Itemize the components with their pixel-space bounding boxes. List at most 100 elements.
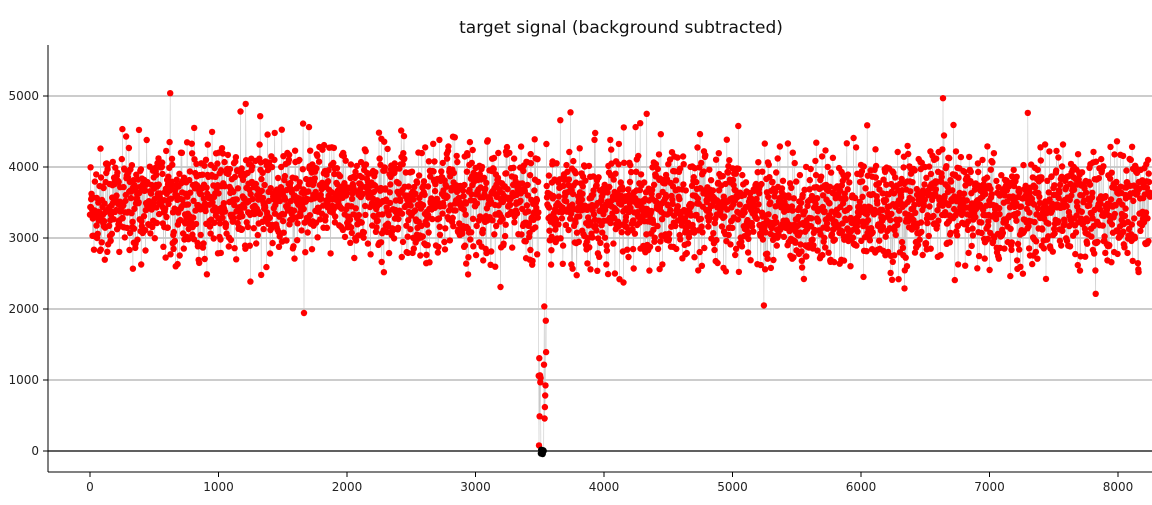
data-point xyxy=(789,149,796,156)
data-point xyxy=(443,183,450,190)
data-point xyxy=(378,258,385,266)
data-point xyxy=(831,236,838,243)
data-point xyxy=(735,165,742,172)
data-point xyxy=(654,245,662,253)
data-point xyxy=(1128,143,1136,150)
data-point xyxy=(155,181,162,188)
data-point xyxy=(322,213,329,220)
data-point xyxy=(589,234,596,241)
data-point xyxy=(193,160,200,168)
data-point xyxy=(578,196,586,203)
data-point xyxy=(1042,203,1049,211)
data-point xyxy=(194,243,202,250)
data-point xyxy=(643,110,650,118)
data-point xyxy=(112,164,119,171)
data-point xyxy=(493,222,500,230)
data-point xyxy=(1107,196,1115,203)
data-point xyxy=(391,160,398,167)
data-point xyxy=(822,244,829,251)
data-point xyxy=(166,138,173,146)
data-point xyxy=(1044,177,1051,184)
data-point xyxy=(126,229,134,237)
data-point xyxy=(131,205,138,212)
data-point xyxy=(725,231,732,239)
data-point xyxy=(1074,151,1082,158)
data-point xyxy=(831,258,838,266)
data-point xyxy=(325,167,332,174)
data-point xyxy=(440,203,447,210)
data-point xyxy=(796,171,804,179)
data-point xyxy=(821,208,828,215)
data-point xyxy=(882,196,890,204)
data-point xyxy=(300,205,307,213)
data-point xyxy=(259,169,266,176)
data-point xyxy=(407,226,414,233)
data-point xyxy=(231,173,239,181)
data-point xyxy=(294,237,301,244)
data-point xyxy=(221,208,229,215)
data-point xyxy=(1017,203,1025,210)
data-point xyxy=(637,120,644,127)
data-point xyxy=(812,200,819,208)
data-point xyxy=(170,228,178,236)
data-point xyxy=(197,190,205,198)
data-point xyxy=(526,172,534,179)
data-point xyxy=(411,207,419,214)
data-point xyxy=(199,171,206,178)
data-point xyxy=(627,161,634,169)
data-point xyxy=(905,150,912,158)
data-point xyxy=(362,211,369,219)
data-point xyxy=(510,164,517,171)
data-point xyxy=(216,220,224,227)
data-point xyxy=(765,211,772,218)
data-point xyxy=(208,128,216,136)
data-point xyxy=(726,157,733,164)
data-point xyxy=(1083,240,1091,247)
data-point xyxy=(1037,157,1045,164)
data-point xyxy=(966,153,973,161)
data-point xyxy=(410,245,417,252)
data-point xyxy=(107,237,114,244)
data-point xyxy=(610,176,617,183)
data-point xyxy=(1097,200,1104,207)
data-point xyxy=(875,180,883,187)
data-point xyxy=(184,201,192,208)
data-point xyxy=(300,309,308,317)
data-point xyxy=(837,195,844,202)
data-point xyxy=(826,200,833,207)
data-point xyxy=(237,108,244,115)
data-point xyxy=(900,164,907,171)
data-point xyxy=(641,179,648,186)
data-point xyxy=(560,182,567,189)
data-point xyxy=(548,247,555,254)
data-point xyxy=(559,204,566,211)
data-point xyxy=(722,268,730,275)
data-point xyxy=(988,191,995,198)
data-point xyxy=(261,181,268,189)
data-point xyxy=(646,243,654,250)
data-point xyxy=(192,207,199,214)
data-point xyxy=(463,260,470,267)
data-point xyxy=(555,193,562,200)
data-point xyxy=(628,168,635,176)
data-point xyxy=(967,178,974,185)
data-point xyxy=(488,248,495,255)
data-point xyxy=(778,185,786,192)
data-point xyxy=(649,186,656,194)
data-point xyxy=(390,235,398,242)
data-point xyxy=(1113,138,1121,145)
data-point xyxy=(436,231,444,238)
data-point xyxy=(943,163,950,170)
data-point xyxy=(618,229,625,236)
data-point xyxy=(280,211,288,218)
data-point xyxy=(540,361,548,368)
data-point xyxy=(557,117,564,124)
data-point xyxy=(951,276,958,284)
y-tick-label: 0 xyxy=(31,444,39,458)
data-point xyxy=(949,187,956,194)
data-point xyxy=(353,162,360,170)
data-point xyxy=(809,236,816,243)
data-point xyxy=(484,137,491,144)
data-point xyxy=(1142,209,1150,216)
data-point xyxy=(138,218,145,225)
